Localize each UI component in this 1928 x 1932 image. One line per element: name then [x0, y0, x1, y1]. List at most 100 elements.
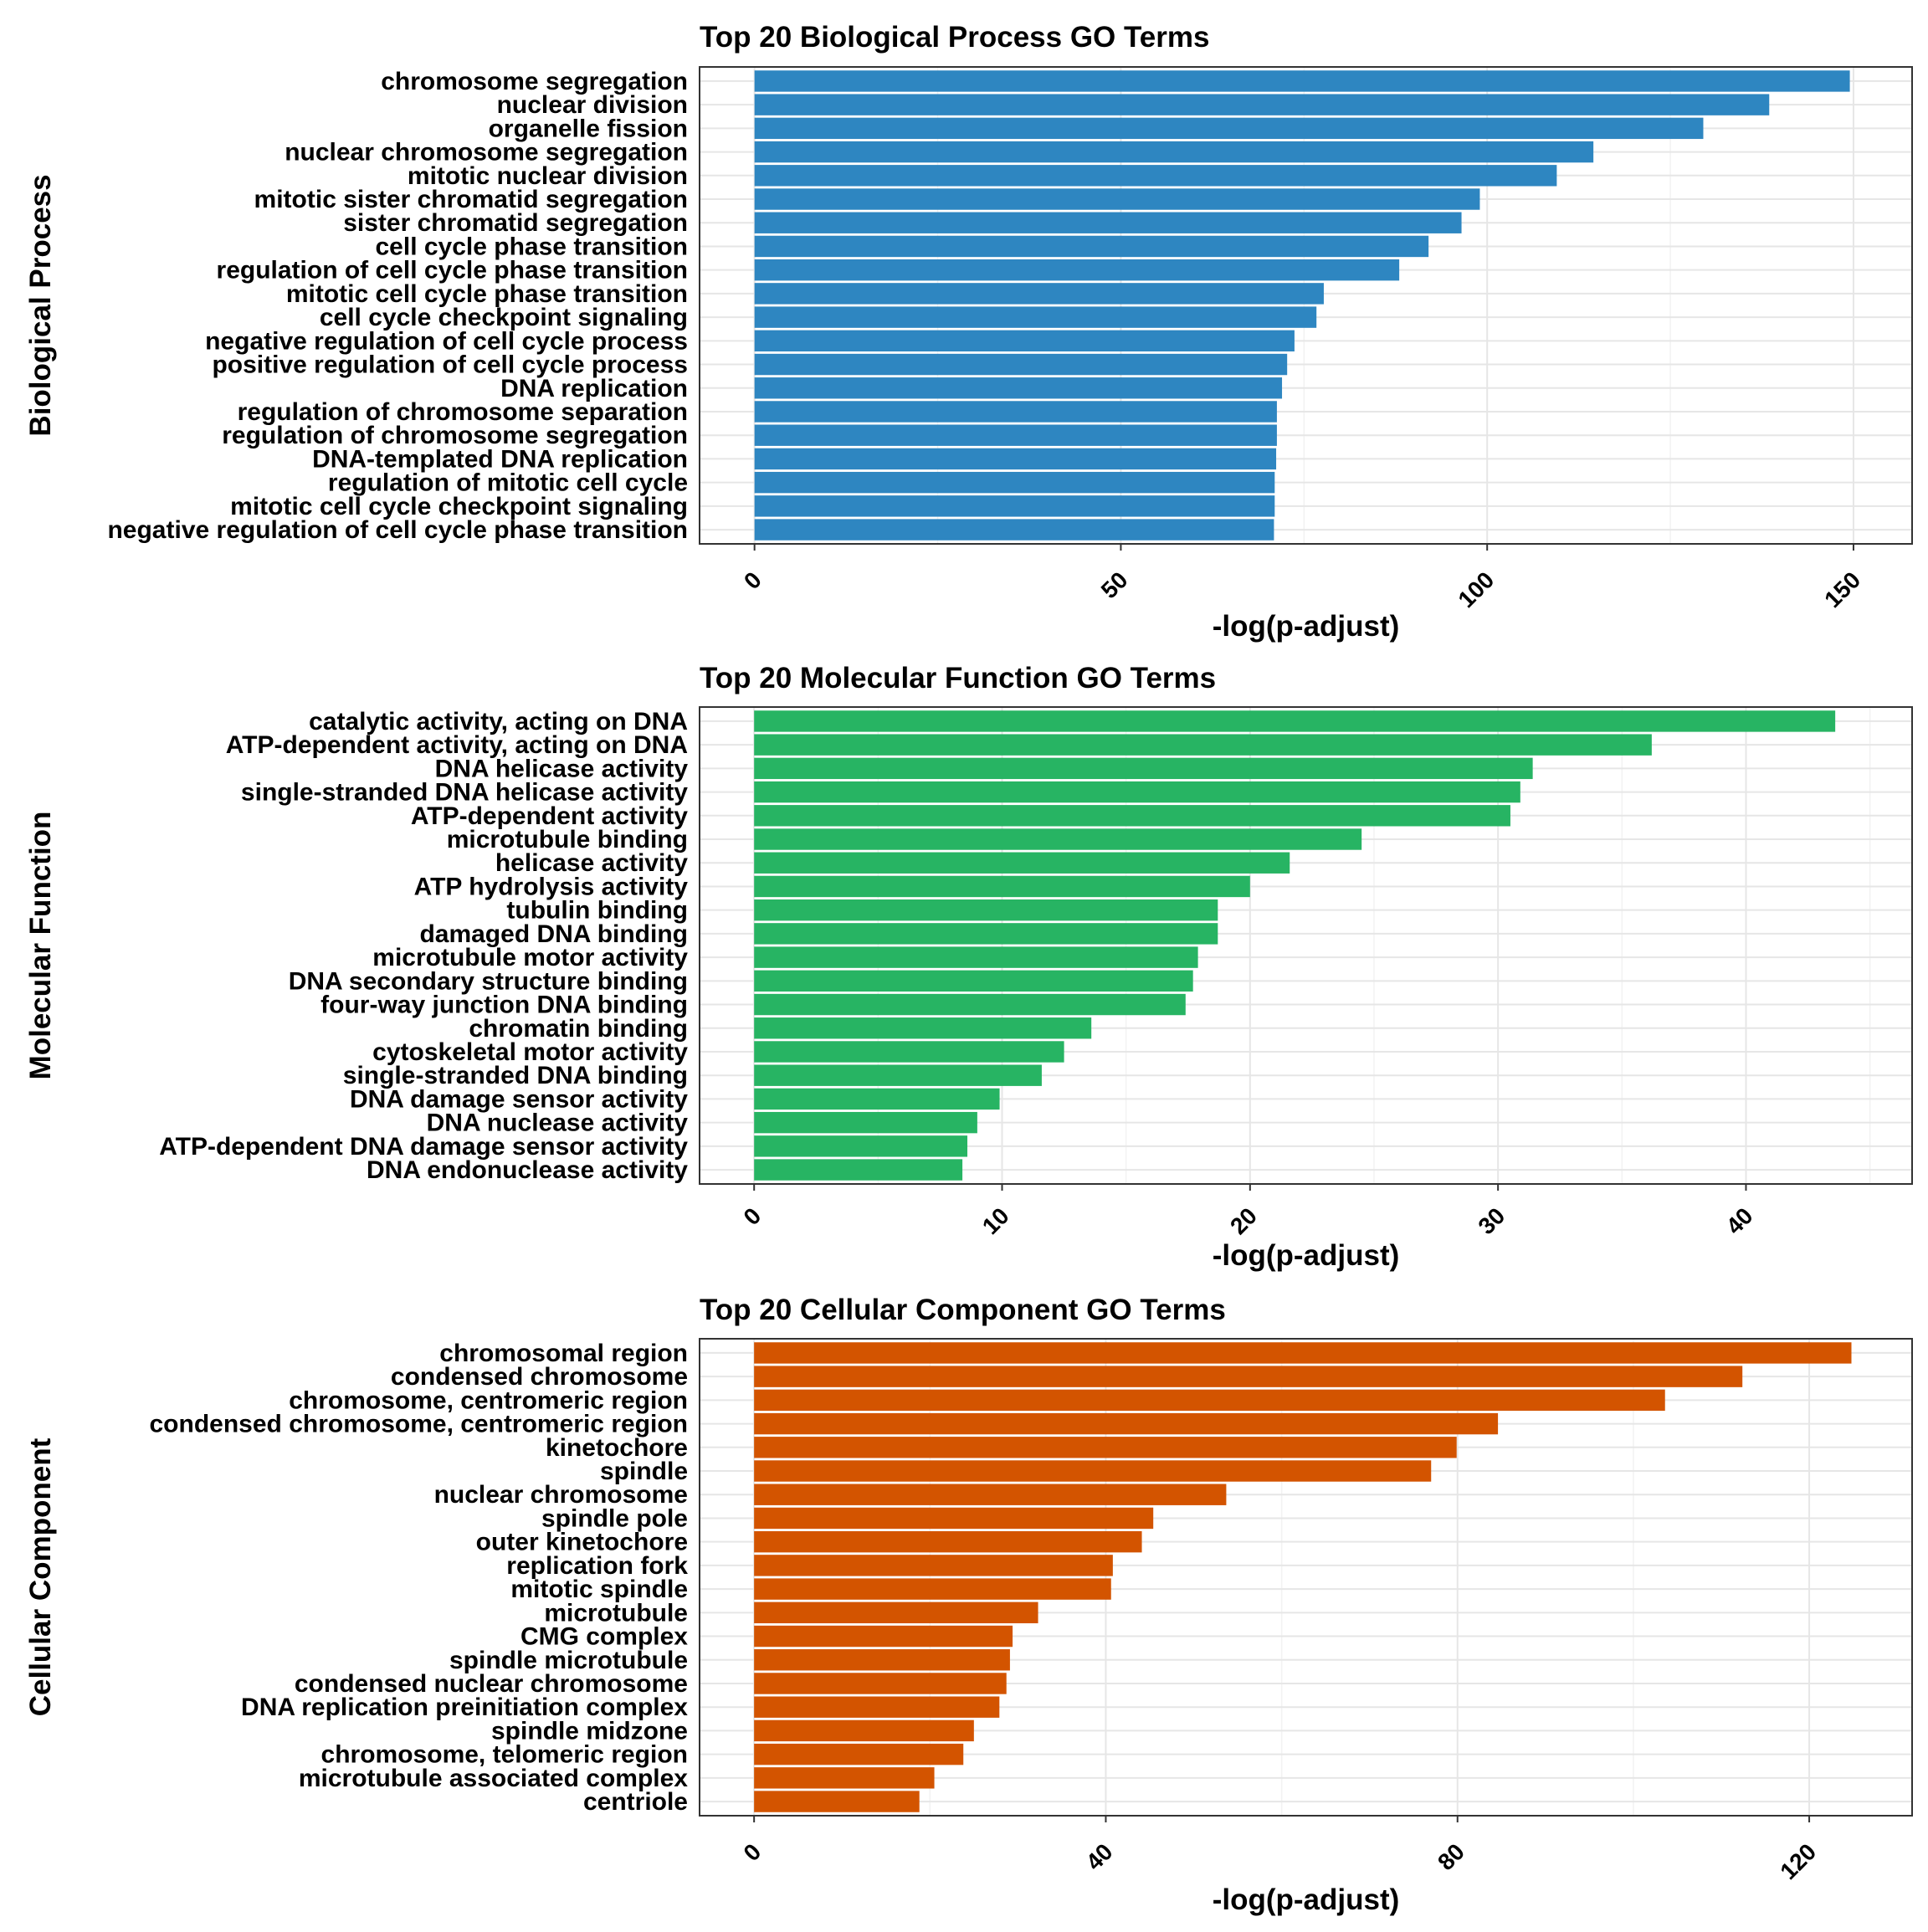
bar-atp-dependent-activity-acting-on-dna: [754, 734, 1652, 756]
bar-chromosome-telomeric-region: [754, 1743, 964, 1765]
bar-dna-damage-sensor-activity: [754, 1088, 1000, 1110]
bar-negative-regulation-of-cell-cycle-phase-transition: [754, 519, 1274, 541]
category-label: regulation of chromosome segregation: [222, 422, 688, 449]
bar-microtubule: [754, 1601, 1038, 1624]
bar-dna-templated-dna-replication: [754, 448, 1277, 470]
category-label: mitotic nuclear division: [408, 162, 688, 190]
x-tick-label: 120: [1775, 1838, 1821, 1884]
category-label: spindle: [600, 1458, 688, 1485]
bar-mitotic-nuclear-division: [754, 165, 1557, 187]
bar-dna-replication-preinitiation-complex: [754, 1696, 1000, 1718]
bar-microtubule-binding: [754, 828, 1362, 850]
bar-mitotic-sister-chromatid-segregation: [754, 188, 1480, 210]
category-label: DNA-templated DNA replication: [312, 445, 688, 473]
category-label: microtubule: [544, 1599, 688, 1627]
category-label: single-stranded DNA helicase activity: [241, 779, 688, 807]
bar-chromosome-segregation: [754, 70, 1850, 92]
bar-cytoskeletal-motor-activity: [754, 1041, 1064, 1063]
bar-nuclear-chromosome: [754, 1484, 1227, 1505]
bar-single-stranded-dna-helicase-activity: [754, 781, 1520, 803]
category-label: spindle midzone: [491, 1717, 688, 1745]
category-label: regulation of chromosome separation: [238, 398, 688, 426]
bar-dna-endonuclease-activity: [754, 1159, 963, 1181]
category-label: mitotic cell cycle phase transition: [286, 280, 688, 308]
category-label: condensed chromosome: [391, 1363, 688, 1391]
x-axis-title: -log(p-adjust): [1213, 1883, 1400, 1916]
bar-mitotic-cell-cycle-checkpoint-signaling: [754, 495, 1275, 517]
bar-atp-hydrolysis-activity: [754, 875, 1250, 898]
category-label: chromosome, telomeric region: [321, 1741, 688, 1769]
bar-organelle-fission: [754, 117, 1704, 140]
bar-regulation-of-cell-cycle-phase-transition: [754, 259, 1400, 281]
x-tick-label: 100: [1453, 566, 1499, 612]
category-label: positive regulation of cell cycle proces…: [212, 351, 688, 379]
category-label: replication fork: [506, 1552, 688, 1580]
y-axis-title: Molecular Function: [24, 812, 57, 1080]
bar-condensed-nuclear-chromosome: [754, 1673, 1007, 1694]
category-label: catalytic activity, acting on DNA: [309, 708, 688, 735]
category-label: outer kinetochore: [476, 1529, 688, 1556]
category-label: spindle pole: [541, 1504, 688, 1532]
category-label: helicase activity: [495, 849, 688, 877]
category-label: condensed nuclear chromosome: [295, 1670, 688, 1698]
x-axis-title: -log(p-adjust): [1213, 1239, 1400, 1272]
y-axis-title: Cellular Component: [24, 1437, 57, 1716]
bar-damaged-dna-binding: [754, 923, 1218, 945]
bar-negative-regulation-of-cell-cycle-process: [754, 330, 1295, 352]
category-label: cell cycle checkpoint signaling: [320, 304, 688, 331]
panel-title: Top 20 Biological Process GO Terms: [700, 21, 1209, 54]
x-tick-label: 20: [1225, 1202, 1262, 1239]
x-tick-label: 40: [1081, 1838, 1118, 1875]
bar-spindle-pole: [754, 1507, 1154, 1530]
bar-dna-replication: [754, 377, 1283, 399]
panel-border: [699, 1338, 1913, 1817]
category-label: condensed chromosome, centromeric region: [150, 1411, 689, 1438]
bar-sister-chromatid-segregation: [754, 212, 1462, 233]
bar-nuclear-division: [754, 94, 1770, 115]
category-label: regulation of mitotic cell cycle: [328, 469, 688, 497]
panel-border: [699, 66, 1913, 545]
bar-mitotic-cell-cycle-phase-transition: [754, 283, 1324, 305]
bar-condensed-chromosome: [754, 1366, 1743, 1387]
bar-regulation-of-mitotic-cell-cycle: [754, 471, 1275, 494]
bar-positive-regulation-of-cell-cycle-process: [754, 353, 1288, 376]
category-label: microtubule motor activity: [372, 944, 688, 971]
category-label: tubulin binding: [506, 897, 688, 925]
bar-microtubule-motor-activity: [754, 946, 1198, 968]
bar-cmg-complex: [754, 1625, 1013, 1648]
category-label: DNA damage sensor activity: [350, 1085, 688, 1113]
bar-chromosomal-region: [754, 1342, 1852, 1364]
bar-cell-cycle-checkpoint-signaling: [754, 306, 1317, 328]
bar-centriole: [754, 1791, 920, 1812]
x-tick-label: 150: [1819, 566, 1865, 612]
panel-title: Top 20 Molecular Function GO Terms: [700, 662, 1216, 694]
panel-molecular-function: catalytic activity, acting on DNAATP-dep…: [24, 662, 1913, 1272]
category-label: DNA replication: [500, 375, 688, 402]
bar-atp-dependent-activity: [754, 805, 1510, 827]
bar-catalytic-activity-acting-on-dna: [754, 710, 1836, 732]
bar-tubulin-binding: [754, 899, 1218, 921]
category-label: four-way junction DNA binding: [320, 992, 688, 1019]
bar-dna-helicase-activity: [754, 757, 1533, 780]
bar-nuclear-chromosome-segregation: [754, 141, 1594, 163]
bar-spindle-microtubule: [754, 1649, 1010, 1671]
category-label: spindle microtubule: [449, 1647, 688, 1674]
bar-chromosome-centromeric-region: [754, 1389, 1665, 1412]
category-label: CMG complex: [520, 1623, 688, 1651]
category-label: centriole: [583, 1788, 688, 1816]
category-label: mitotic cell cycle checkpoint signaling: [230, 493, 688, 520]
bar-spindle: [754, 1460, 1432, 1482]
category-label: cell cycle phase transition: [376, 233, 689, 260]
category-label: microtubule binding: [447, 826, 688, 853]
x-tick-label: 0: [738, 1202, 766, 1230]
category-label: chromosomal region: [439, 1340, 688, 1367]
category-label: mitotic spindle: [510, 1576, 688, 1603]
bar-single-stranded-dna-binding: [754, 1064, 1042, 1086]
bar-outer-kinetochore: [754, 1530, 1142, 1553]
category-label: microtubule associated complex: [299, 1765, 688, 1792]
bar-cell-cycle-phase-transition: [754, 235, 1429, 258]
x-tick-label: 10: [977, 1202, 1014, 1239]
